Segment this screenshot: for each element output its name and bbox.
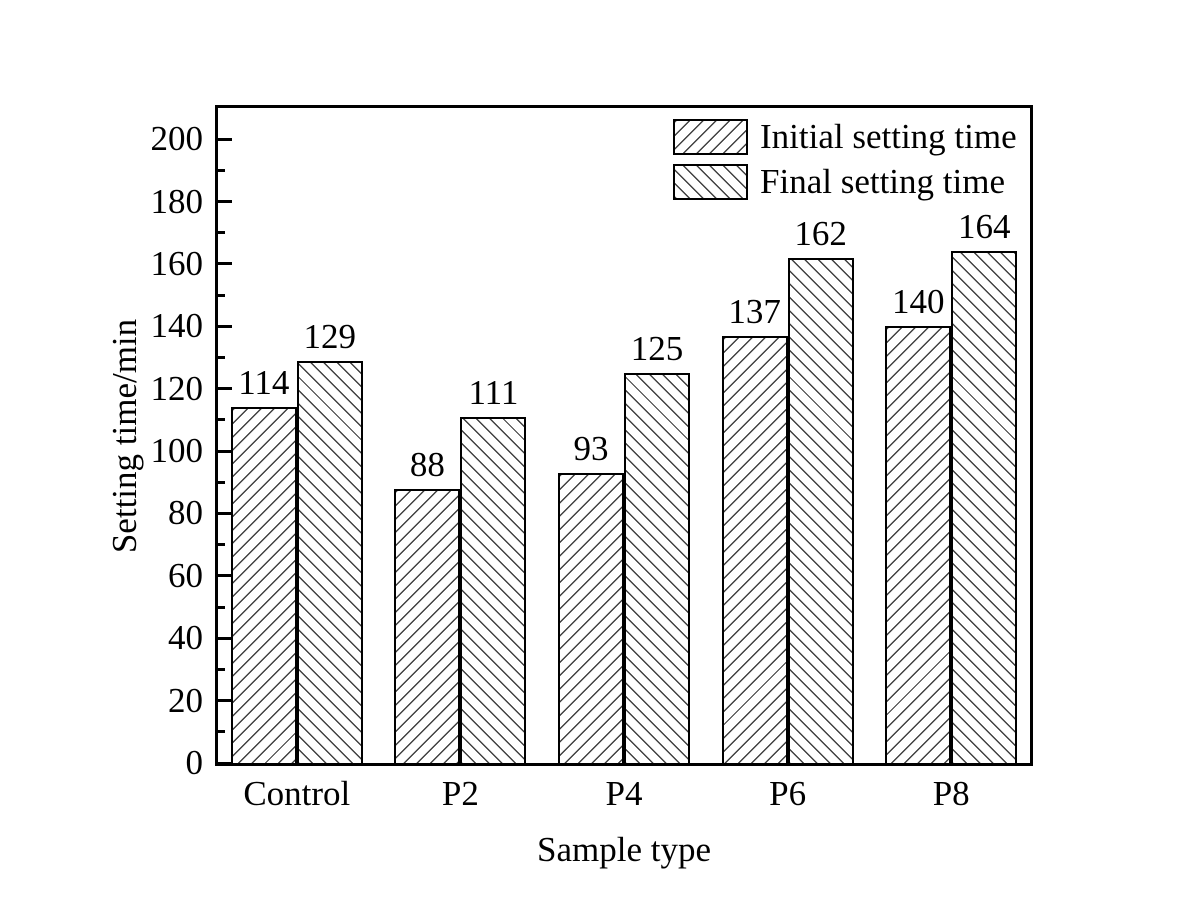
y-tick-label: 20: [168, 680, 203, 720]
bar-initial-p4: [558, 472, 624, 766]
bar-value-label: 140: [891, 282, 945, 322]
bar-value-label: 129: [303, 316, 357, 356]
y-tick-label: 0: [185, 743, 204, 782]
y-minor-tick: [218, 231, 225, 235]
y-major-tick: [218, 761, 232, 765]
y-tick-label: 140: [150, 306, 204, 346]
y-axis-title: Setting time/min: [105, 318, 144, 554]
y-minor-tick: [218, 480, 225, 484]
bar-initial-p6: [721, 335, 788, 766]
y-tick-label: 40: [168, 618, 203, 658]
x-tick-label-p2: P2: [441, 774, 479, 813]
x-tick-label-p8: P8: [932, 774, 970, 813]
x-tick-label-p4: P4: [605, 774, 643, 813]
y-major-tick: [218, 137, 232, 141]
bar-value-label: 88: [409, 444, 445, 484]
bar-value-label: 164: [957, 207, 1011, 247]
y-minor-tick: [218, 730, 225, 734]
y-tick-label: 180: [150, 181, 204, 221]
y-major-tick: [218, 699, 232, 703]
y-minor-tick: [218, 168, 225, 172]
legend-swatch-forward-hatch: [673, 119, 748, 155]
y-major-tick: [218, 449, 232, 453]
legend-label: Final setting time: [760, 162, 1005, 201]
y-tick-label: 120: [150, 368, 204, 408]
y-major-tick: [218, 511, 232, 515]
x-axis-title: Sample type: [537, 830, 711, 869]
y-minor-tick: [218, 293, 225, 297]
bar-initial-p8: [885, 326, 952, 766]
bar-value-label: 137: [728, 291, 781, 331]
bar-initial-p2: [394, 488, 461, 766]
y-minor-tick: [218, 418, 225, 422]
legend-label: Initial setting time: [760, 117, 1017, 156]
bar-final-p8: [951, 251, 1018, 766]
y-major-tick: [218, 324, 232, 328]
y-tick-label: 80: [168, 493, 203, 533]
y-minor-tick: [218, 605, 225, 609]
y-major-tick: [218, 636, 232, 640]
bar-value-label: 162: [794, 213, 847, 253]
bar-initial-control: [230, 407, 297, 766]
x-tick-label-control: Control: [243, 774, 351, 813]
x-tick-label-p6: P6: [769, 774, 807, 813]
y-major-tick: [218, 574, 232, 578]
bar-final-p2: [460, 416, 527, 766]
bar-value-label: 125: [630, 329, 684, 369]
bar-final-control: [296, 360, 363, 766]
y-minor-tick: [218, 667, 225, 671]
y-minor-tick: [218, 543, 225, 547]
bar-value-label: 111: [468, 372, 519, 412]
y-major-tick: [218, 200, 232, 204]
y-tick-label: 100: [150, 431, 204, 471]
legend-item: Initial setting time: [673, 117, 1017, 157]
plot-area: Initial setting time Final setting time 1…: [215, 105, 1033, 766]
bar-final-p4: [624, 373, 690, 766]
y-tick-label: 160: [150, 243, 204, 283]
bar-value-label: 114: [238, 363, 290, 403]
y-major-tick: [218, 262, 232, 266]
bar-value-label: 93: [573, 428, 609, 468]
y-tick-label: 60: [168, 555, 203, 595]
legend: Initial setting time Final setting time: [673, 117, 1017, 202]
legend-item: Final setting time: [673, 162, 1017, 202]
y-tick-label: 200: [150, 119, 204, 159]
legend-swatch-backward-hatch: [673, 164, 748, 200]
bar-final-p6: [787, 257, 854, 766]
y-minor-tick: [218, 356, 225, 360]
y-major-tick: [218, 387, 232, 391]
